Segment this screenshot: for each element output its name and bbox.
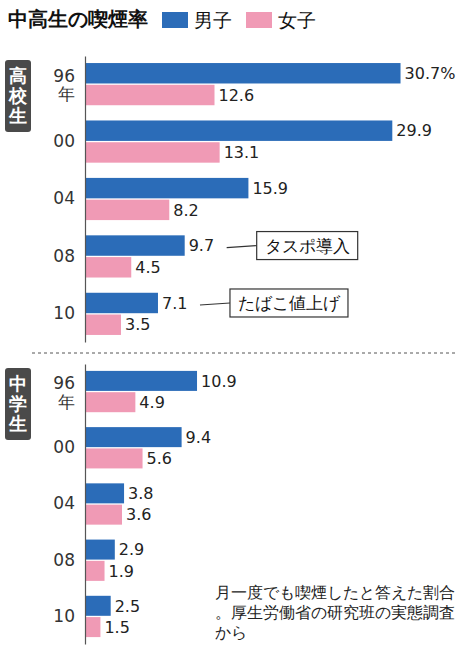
tick-label: 00 xyxy=(53,131,75,151)
legend-swatch xyxy=(162,12,188,28)
data-label: 9.7 xyxy=(189,236,214,255)
data-label: 4.9 xyxy=(139,393,164,412)
panel-label: 中学生 xyxy=(8,373,27,434)
tick: 00 xyxy=(53,131,85,151)
tick-label: 08 xyxy=(53,550,75,570)
data-label: 5.6 xyxy=(147,449,172,468)
tick: 08 xyxy=(53,550,85,570)
data-label: 30.7% xyxy=(405,64,456,83)
data-label: 29.9 xyxy=(396,121,432,140)
bar xyxy=(85,142,220,162)
bar xyxy=(85,200,169,220)
bar xyxy=(85,85,215,105)
tick: 04 xyxy=(53,188,85,208)
data-label: 7.1 xyxy=(162,294,187,313)
tick-label: 04 xyxy=(53,188,75,208)
data-label: 1.9 xyxy=(109,562,134,581)
y-axis: 96年 00 04 08 10 xyxy=(53,365,85,645)
data-label: 2.9 xyxy=(119,540,144,559)
panel: 10.9 9.4 3.8 2.9 2.5 4.9 5.6 3.6 1.9 1.5 96年 00 04 08… xyxy=(5,365,237,645)
data-label: 8.2 xyxy=(173,201,198,220)
data-label: 9.4 xyxy=(186,428,211,447)
legend-swatch xyxy=(246,12,272,28)
bar xyxy=(85,63,401,83)
tick-label: 10 xyxy=(53,606,75,626)
tick-label: 04 xyxy=(53,493,75,513)
tick-label: 08 xyxy=(53,246,75,266)
tick-label: 00 xyxy=(53,437,75,457)
annotation-box xyxy=(230,289,348,317)
data-label: 4.5 xyxy=(135,258,160,277)
data-label: 13.1 xyxy=(224,143,260,162)
annotation-box xyxy=(257,232,358,260)
tick-label: 96年 xyxy=(53,66,75,105)
bars xyxy=(85,371,197,637)
bars xyxy=(85,63,401,335)
bar xyxy=(85,235,185,255)
tick: 04 xyxy=(53,493,85,513)
title: 中高生の喫煙率 xyxy=(8,7,148,31)
legend-label: 女子 xyxy=(278,9,316,31)
panel-label-box xyxy=(5,368,31,440)
tick: 96年 xyxy=(53,66,85,105)
bar xyxy=(85,120,392,140)
bar xyxy=(85,315,121,335)
tick: 08 xyxy=(53,246,85,266)
panel-label-box xyxy=(5,60,31,132)
panel: 30.7% 29.9 15.9 9.7 7.1 12.6 13.1 8.2 4.5 3.5 96年 0… xyxy=(5,57,455,343)
data-label: 1.5 xyxy=(104,618,129,637)
bar xyxy=(85,293,158,313)
bar xyxy=(85,427,182,447)
axis-line xyxy=(85,365,86,645)
data-label: 3.5 xyxy=(125,315,150,334)
data-label: 12.6 xyxy=(219,86,255,105)
bar xyxy=(85,617,100,637)
tick: 00 xyxy=(53,437,85,457)
tick-label: 10 xyxy=(53,303,75,323)
legend-label: 男子 xyxy=(194,9,232,31)
bar xyxy=(85,257,131,277)
tick: 96年 xyxy=(53,373,85,412)
panel-label: 高校生 xyxy=(8,65,28,126)
bar xyxy=(85,392,135,412)
data-label: 15.9 xyxy=(252,179,288,198)
data-label: 3.8 xyxy=(128,484,153,503)
axis-line xyxy=(85,57,86,343)
bar xyxy=(85,561,105,581)
bar xyxy=(85,371,197,391)
tick: 10 xyxy=(53,606,85,626)
data-label: 10.9 xyxy=(201,372,237,391)
tick-label: 96年 xyxy=(53,373,75,412)
data-label: 2.5 xyxy=(115,597,140,616)
annotation: たばこ値上げ xyxy=(238,293,341,313)
bar xyxy=(85,178,248,198)
bar xyxy=(85,540,115,560)
annotation-leader xyxy=(227,246,257,248)
annotation: タスポ導入 xyxy=(265,236,350,256)
bar xyxy=(85,505,122,525)
bar xyxy=(85,483,124,503)
data-label: 3.6 xyxy=(126,505,151,524)
bar xyxy=(85,596,111,616)
chart-root: 中高生の喫煙率 男子 女子 30.7% 29.9 15.9 9.7 7.1 12.6 13.1 8.… xyxy=(0,0,463,646)
y-axis: 96年 00 04 08 10 xyxy=(53,57,85,343)
note: 月一度でも喫煙したと答えた割合。厚生労働省の研究班の実態調査から xyxy=(215,583,455,642)
annotation-leader xyxy=(200,303,230,305)
tick: 10 xyxy=(53,303,85,323)
bar xyxy=(85,448,143,468)
separator xyxy=(32,353,455,354)
